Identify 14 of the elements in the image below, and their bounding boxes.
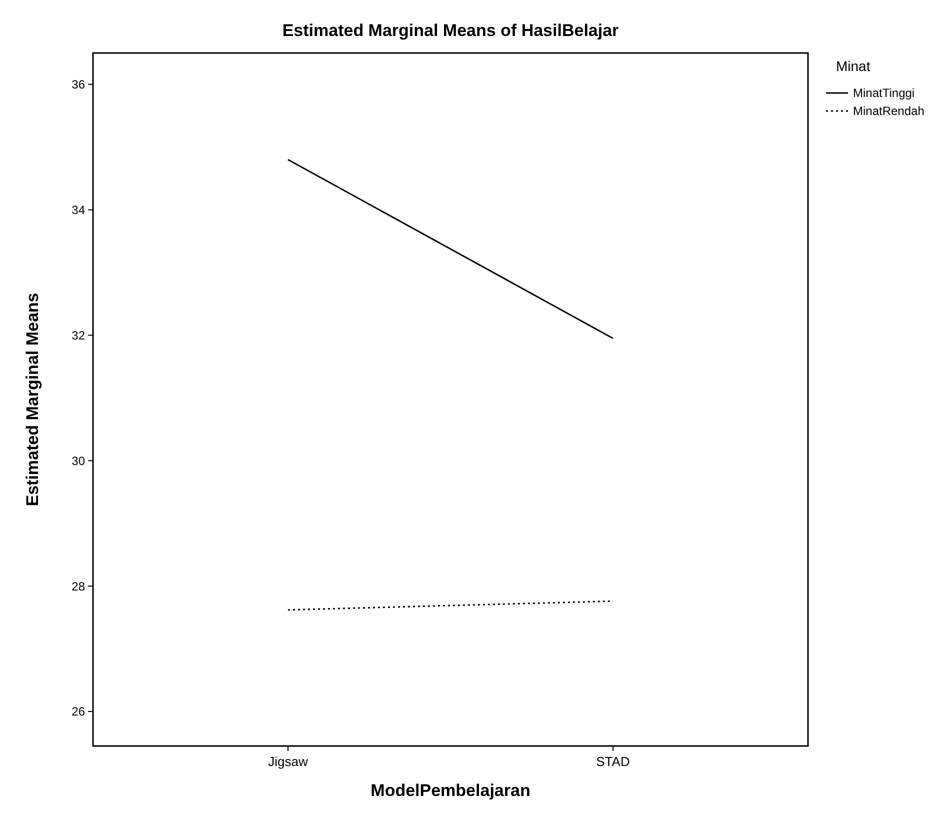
legend-label: MinatRendah [853,104,924,118]
legend-label: MinatTinggi [853,86,915,100]
x-tick-label: Jigsaw [268,754,308,769]
y-tick-label: 32 [72,328,86,342]
x-tick-label: STAD [596,754,630,769]
y-tick-label: 34 [72,202,86,217]
y-tick-label: 36 [72,78,86,92]
y-tick-label: 30 [72,454,86,468]
chart-title: Estimated Marginal Means of HasilBelajar [282,21,620,40]
y-tick-label: 28 [72,579,86,594]
legend-title: Minat [836,58,870,74]
x-axis-title: ModelPembelajaran [370,781,530,800]
y-tick-label: 26 [72,704,86,719]
y-axis-title: Estimated Marginal Means [23,292,42,506]
